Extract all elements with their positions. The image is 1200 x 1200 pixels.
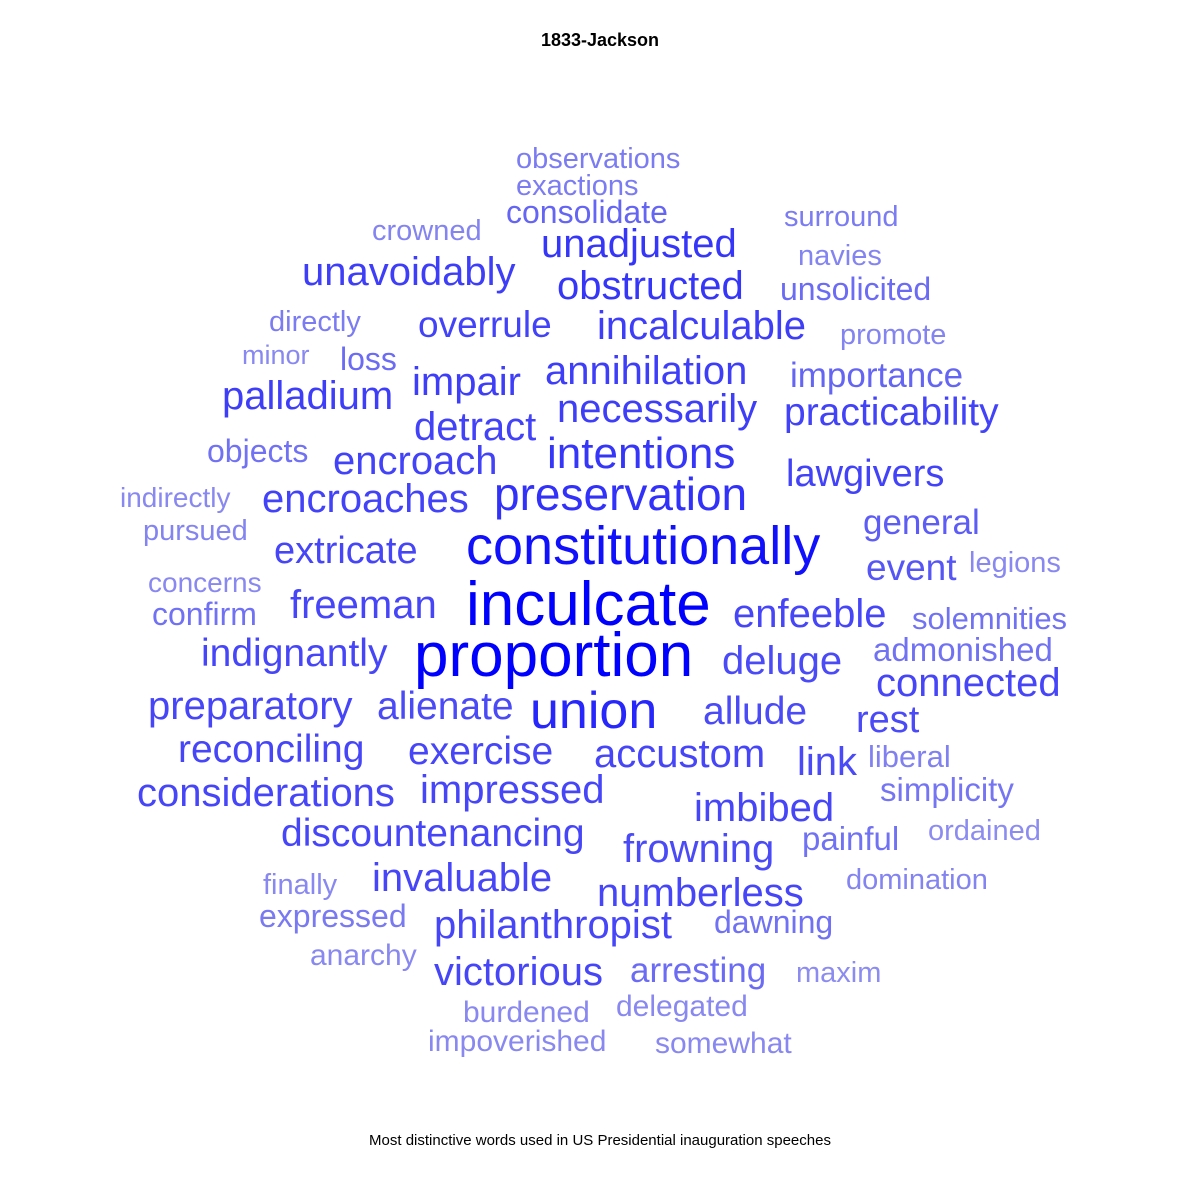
word-consolidate: consolidate [506,194,668,230]
word-invaluable: invaluable [372,856,552,900]
word-exercise: exercise [408,730,553,773]
word-philanthropist: philanthropist [434,903,672,947]
word-liberal: liberal [868,739,951,774]
word-lawgivers: lawgivers [786,453,944,495]
word-minor: minor [242,340,310,370]
word-promote: promote [840,319,946,351]
word-delegated: delegated [616,990,748,1023]
word-intentions: intentions [547,429,735,478]
word-confirm: confirm [152,596,257,632]
word-discountenancing: discountenancing [281,812,585,855]
word-deluge: deluge [722,639,842,683]
word-exactions: exactions [516,170,639,202]
word-loss: loss [340,341,397,377]
word-somewhat: somewhat [655,1027,792,1060]
word-considerations: considerations [137,771,395,815]
word-impressed: impressed [420,768,605,812]
word-pursued: pursued [143,515,248,547]
word-unsolicited: unsolicited [780,271,931,307]
word-observations: observations [516,143,680,175]
word-unadjusted: unadjusted [541,222,737,266]
word-navies: navies [798,240,882,272]
word-palladium: palladium [222,374,393,418]
word-link: link [797,740,858,784]
word-necessarily: necessarily [557,387,757,431]
word-obstructed: obstructed [557,264,744,308]
word-impoverished: impoverished [428,1025,606,1058]
word-incalculable: incalculable [597,304,806,348]
word-event: event [866,547,957,588]
word-indignantly: indignantly [201,632,388,675]
word-admonished: admonished [873,631,1053,668]
word-surround: surround [784,201,898,233]
word-accustom: accustom [594,732,765,776]
word-simplicity: simplicity [880,771,1014,808]
word-dawning: dawning [714,904,833,940]
word-numberless: numberless [597,871,804,915]
word-alienate: alienate [377,685,514,728]
word-connected: connected [876,661,1061,705]
word-rest: rest [856,699,920,741]
word-painful: painful [802,820,899,857]
word-reconciling: reconciling [178,728,364,771]
chart-title: 1833-Jackson [540,30,660,50]
word-encroaches: encroaches [262,477,469,521]
word-crowned: crowned [372,215,482,247]
word-imbibed: imbibed [694,786,834,830]
word-maxim: maxim [796,957,881,989]
word-indirectly: indirectly [120,482,230,513]
word-importance: importance [790,356,963,395]
word-objects: objects [207,433,308,469]
word-arresting: arresting [630,951,766,990]
word-legions: legions [969,547,1061,579]
word-unavoidably: unavoidably [302,250,516,294]
word-anarchy: anarchy [310,939,417,972]
word-freeman: freeman [290,583,437,627]
word-preparatory: preparatory [148,684,353,728]
word-general: general [863,503,980,542]
word-concerns: concerns [148,567,262,598]
word-domination: domination [846,864,988,896]
word-practicability: practicability [784,391,999,434]
word-expressed: expressed [259,898,407,934]
word-victorious: victorious [434,950,603,994]
word-proportion: proportion [414,621,693,690]
word-burdened: burdened [463,996,590,1029]
word-preservation: preservation [494,468,747,520]
word-annihilation: annihilation [545,349,747,393]
word-union: union [530,682,657,740]
word-directly: directly [269,306,361,338]
word-ordained: ordained [928,815,1041,847]
word-solemnities: solemnities [912,601,1067,636]
word-frowning: frowning [623,827,774,871]
word-encroach: encroach [333,439,498,483]
word-enfeeble: enfeeble [733,592,886,636]
word-extricate: extricate [274,530,418,572]
word-constitutionally: constitutionally [466,516,820,576]
chart-caption: Most distinctive words used in US Presid… [369,1132,831,1149]
word-inculcate: inculcate [466,570,711,639]
word-detract: detract [414,405,536,449]
word-allude: allude [703,690,807,733]
word-impair: impair [412,360,521,404]
word-finally: finally [263,869,338,901]
word-overrule: overrule [418,304,552,345]
